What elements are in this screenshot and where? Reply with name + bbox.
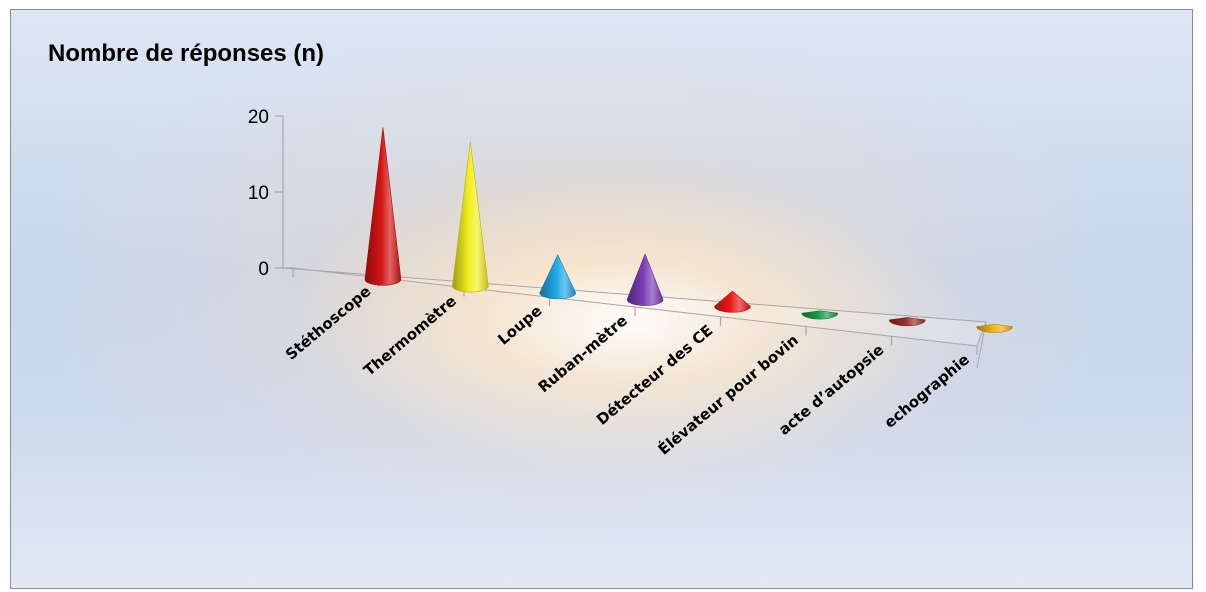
cone-bar: [364, 127, 402, 286]
cone-bar-body: [539, 254, 576, 300]
cone-bar: [539, 254, 576, 300]
y-tick-label: 20: [248, 107, 269, 128]
x-category-label: Thermomètre: [360, 292, 460, 380]
cone-bar-body: [888, 317, 926, 327]
cone-bar-body: [801, 310, 839, 320]
cone-bar-body: [714, 290, 751, 313]
cone-bar-body: [976, 324, 1013, 333]
cone-bar-body: [452, 141, 489, 293]
cone-bar: [801, 310, 839, 320]
x-category-label: Stéthoscope: [282, 282, 374, 364]
x-category-label: acte d’autopsie: [775, 341, 887, 439]
cone-bar-body: [626, 253, 664, 306]
y-tick-label: 0: [258, 259, 269, 280]
x-category-label: Loupe: [494, 302, 545, 349]
cone-bar: [714, 290, 751, 313]
y-tick-label: 10: [248, 183, 269, 204]
cone-bar-body: [364, 127, 402, 286]
chart-area: Nombre de réponses (n) 0 10 20 Stéthoscope…: [10, 9, 1193, 589]
x-category-label: echographie: [881, 350, 973, 431]
cone-bar: [626, 253, 664, 306]
cone-bar: [452, 141, 489, 293]
chart-title: Nombre de réponses (n): [48, 40, 325, 67]
cone-bar: [888, 317, 926, 327]
x-category-label: Ruban-mètre: [535, 311, 631, 396]
cone-bar: [976, 324, 1013, 333]
